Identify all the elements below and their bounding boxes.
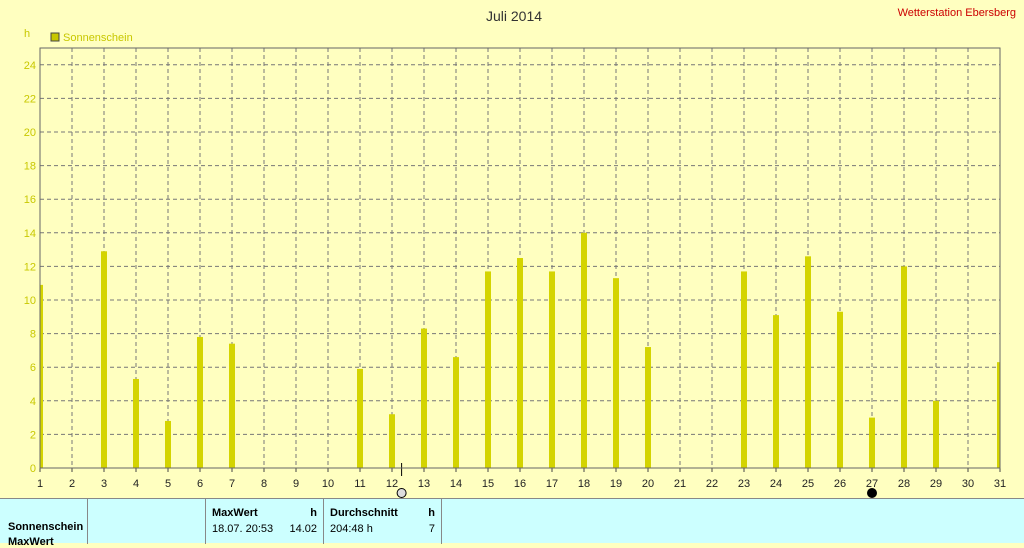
x-tick-label: 21 bbox=[674, 478, 686, 490]
bar-day-1 bbox=[40, 284, 43, 468]
y-tick-label: 16 bbox=[24, 194, 36, 206]
y-tick-label: 14 bbox=[24, 228, 36, 240]
bar-day-28 bbox=[901, 266, 907, 468]
max-header: MaxWert bbox=[212, 507, 258, 519]
x-tick-label: 12 bbox=[386, 478, 398, 490]
bar-day-6 bbox=[197, 336, 203, 468]
x-tick-label: 30 bbox=[962, 478, 974, 490]
bar-day-11 bbox=[357, 368, 363, 468]
bar-day-23 bbox=[741, 271, 747, 468]
y-tick-label: 22 bbox=[24, 93, 36, 105]
y-tick-label: 8 bbox=[30, 329, 36, 341]
row-label-2: MaxWert bbox=[8, 536, 54, 548]
x-tick-label: 9 bbox=[293, 478, 299, 490]
x-tick-label: 6 bbox=[197, 478, 203, 490]
statistics-panel: Sonnenschein MaxWert MaxWert h 18.07. 20… bbox=[0, 498, 1024, 548]
avg-value: 7 bbox=[428, 523, 435, 535]
avg-column: Durchschnitt h 204:48 h 7 bbox=[324, 499, 442, 544]
max-date: 18.07. 20:53 bbox=[212, 523, 274, 535]
x-tick-label: 14 bbox=[450, 478, 462, 490]
x-tick-label: 8 bbox=[261, 478, 267, 490]
bar-day-13 bbox=[421, 328, 427, 468]
x-tick-label: 7 bbox=[229, 478, 235, 490]
x-tick-label: 1 bbox=[37, 478, 43, 490]
x-tick-label: 26 bbox=[834, 478, 846, 490]
x-tick-label: 2 bbox=[69, 478, 75, 490]
x-tick-label: 17 bbox=[546, 478, 558, 490]
full-moon-icon bbox=[396, 488, 407, 498]
avg-unit: h bbox=[428, 507, 435, 519]
y-tick-label: 0 bbox=[30, 463, 36, 475]
bars bbox=[40, 232, 1000, 468]
x-tick-label: 20 bbox=[642, 478, 654, 490]
new-moon-icon bbox=[867, 488, 877, 498]
x-tick-label: 16 bbox=[514, 478, 526, 490]
x-tick-label: 25 bbox=[802, 478, 814, 490]
bar-day-5 bbox=[165, 420, 171, 468]
bar-day-18 bbox=[581, 232, 587, 468]
bar-day-31 bbox=[997, 362, 1000, 468]
x-tick-label: 22 bbox=[706, 478, 718, 490]
bar-day-3 bbox=[101, 251, 107, 468]
bar-day-26 bbox=[837, 311, 843, 468]
bar-day-27 bbox=[869, 417, 875, 468]
legend-swatch bbox=[50, 32, 60, 42]
bar-day-17 bbox=[549, 271, 555, 468]
y-axis-label: h bbox=[24, 28, 30, 40]
x-ticks: 1 2 3 4 5 6 7 8 9 10 11 12 13 14 15 16 17 18 19 20 21 22 23 24 2… bbox=[37, 468, 1006, 490]
y-tick-label: 4 bbox=[30, 396, 36, 408]
bar-day-12 bbox=[389, 414, 395, 468]
y-tick-label: 2 bbox=[30, 429, 36, 441]
x-tick-label: 27 bbox=[866, 478, 878, 490]
y-tick-label: 6 bbox=[30, 362, 36, 374]
bar-day-14 bbox=[453, 357, 459, 468]
legend-label: Sonnenschein bbox=[63, 32, 133, 44]
empty-column bbox=[88, 499, 206, 544]
bar-day-16 bbox=[517, 258, 523, 468]
avg-header: Durchschnitt bbox=[330, 507, 398, 519]
x-tick-label: 19 bbox=[610, 478, 622, 490]
bar-day-29 bbox=[933, 400, 939, 468]
x-tick-label: 3 bbox=[101, 478, 107, 490]
moon-phases bbox=[396, 463, 877, 498]
y-tick-label: 10 bbox=[24, 295, 36, 307]
x-tick-label: 5 bbox=[165, 478, 171, 490]
label-column: Sonnenschein MaxWert bbox=[0, 499, 88, 548]
x-tick-label: 23 bbox=[738, 478, 750, 490]
x-tick-label: 28 bbox=[898, 478, 910, 490]
x-tick-label: 18 bbox=[578, 478, 590, 490]
avg-total: 204:48 h bbox=[330, 523, 373, 535]
bar-day-25 bbox=[805, 256, 811, 468]
chart-title: Juli 2014 bbox=[486, 8, 542, 24]
y-tick-label: 20 bbox=[24, 127, 36, 139]
x-tick-label: 31 bbox=[994, 478, 1006, 490]
bar-day-20 bbox=[645, 347, 651, 468]
x-tick-label: 10 bbox=[322, 478, 334, 490]
x-tick-label: 13 bbox=[418, 478, 430, 490]
sunshine-chart: Juli 2014 Wetterstation Ebersberg h Sonn… bbox=[24, 7, 1016, 498]
bar-day-19 bbox=[613, 278, 619, 468]
x-tick-label: 11 bbox=[354, 478, 365, 490]
y-tick-label: 18 bbox=[24, 161, 36, 173]
y-tick-label: 12 bbox=[24, 261, 36, 273]
max-value: 14.02 bbox=[289, 523, 317, 535]
max-unit: h bbox=[310, 507, 317, 519]
row-label: Sonnenschein bbox=[8, 521, 84, 533]
x-tick-label: 15 bbox=[482, 478, 494, 490]
max-column: MaxWert h 18.07. 20:53 14.02 bbox=[206, 499, 324, 544]
x-tick-label: 29 bbox=[930, 478, 942, 490]
bar-day-4 bbox=[133, 378, 139, 468]
y-tick-label: 24 bbox=[24, 60, 36, 72]
x-tick-label: 24 bbox=[770, 478, 782, 490]
plot-frame bbox=[39, 47, 1001, 469]
station-name: Wetterstation Ebersberg bbox=[898, 7, 1016, 19]
bar-day-7 bbox=[229, 343, 235, 468]
bar-day-24 bbox=[773, 315, 779, 468]
bar-day-15 bbox=[485, 271, 491, 468]
x-tick-label: 4 bbox=[133, 478, 139, 490]
